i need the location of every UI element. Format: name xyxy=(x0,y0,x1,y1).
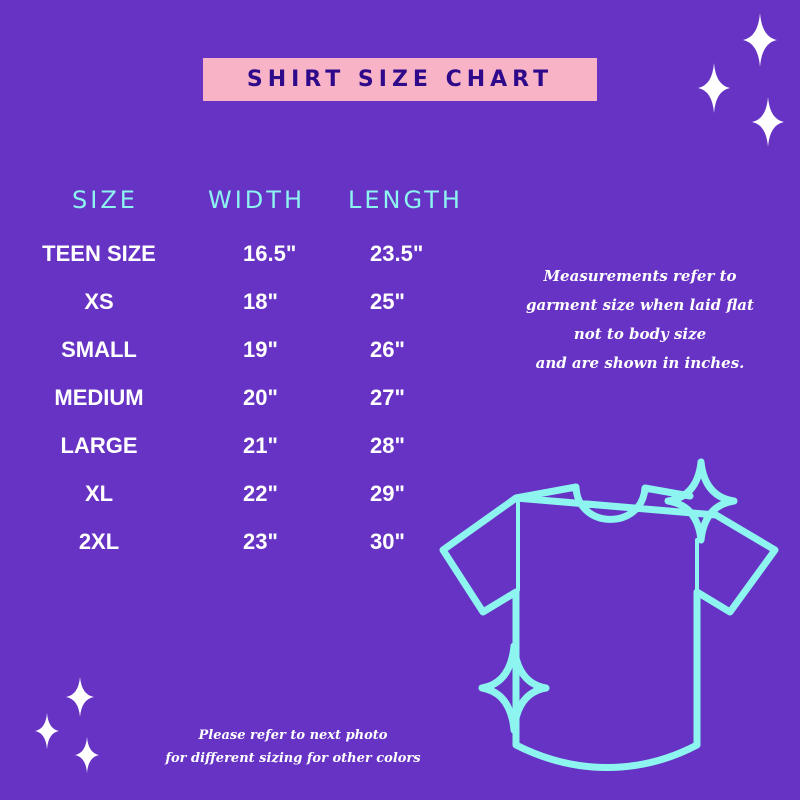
cell-width: 16.5" xyxy=(243,241,297,266)
header-width: WIDTH xyxy=(208,186,305,214)
cell-size: 2XL xyxy=(78,529,120,554)
cell-length: 26" xyxy=(370,337,405,362)
page-title: SHIRT SIZE CHART xyxy=(246,67,554,92)
cell-size: LARGE xyxy=(60,433,138,458)
sparkle-icon xyxy=(743,13,777,67)
note-line: garment size when laid flat xyxy=(526,296,754,314)
cell-width: 18" xyxy=(243,289,278,314)
cell-length: 30" xyxy=(370,529,405,554)
cell-width: 20" xyxy=(243,385,278,410)
sparkle-icon xyxy=(35,713,59,749)
tshirt-icon xyxy=(439,458,779,771)
cell-size: XS xyxy=(84,289,114,314)
sparkle-icon xyxy=(752,97,784,147)
footer-note: Please refer to next photo for different… xyxy=(130,724,456,770)
footer-line: Please refer to next photo xyxy=(198,728,388,743)
sparkle-icon xyxy=(75,737,99,773)
note-line: Measurements refer to xyxy=(543,267,737,285)
cell-size: SMALL xyxy=(61,337,137,362)
sparkle-icon xyxy=(664,458,738,544)
header-length: LENGTH xyxy=(348,186,463,214)
footer-line: for different sizing for other colors xyxy=(165,751,421,766)
cell-length: 27" xyxy=(370,385,405,410)
cell-size: TEEN SIZE xyxy=(42,241,156,266)
sparkle-icon xyxy=(478,642,550,734)
cell-size: MEDIUM xyxy=(54,385,144,410)
sparkle-icon xyxy=(698,63,730,113)
header-size: SIZE xyxy=(72,186,138,214)
note-line: and are shown in inches. xyxy=(535,354,745,372)
cell-width: 21" xyxy=(243,433,278,458)
cell-length: 28" xyxy=(370,433,405,458)
cell-width: 23" xyxy=(243,529,278,554)
cell-width: 19" xyxy=(243,337,278,362)
cell-length: 29" xyxy=(370,481,405,506)
cell-length: 23.5" xyxy=(370,241,424,266)
note-line: not to body size xyxy=(573,325,707,343)
cell-width: 22" xyxy=(243,481,278,506)
cell-size: XL xyxy=(84,481,114,506)
cell-length: 25" xyxy=(370,289,405,314)
title-banner: SHIRT SIZE CHART xyxy=(203,58,597,101)
measurement-note: Measurements refer to garment size when … xyxy=(505,262,775,378)
sparkle-icon xyxy=(66,677,94,717)
